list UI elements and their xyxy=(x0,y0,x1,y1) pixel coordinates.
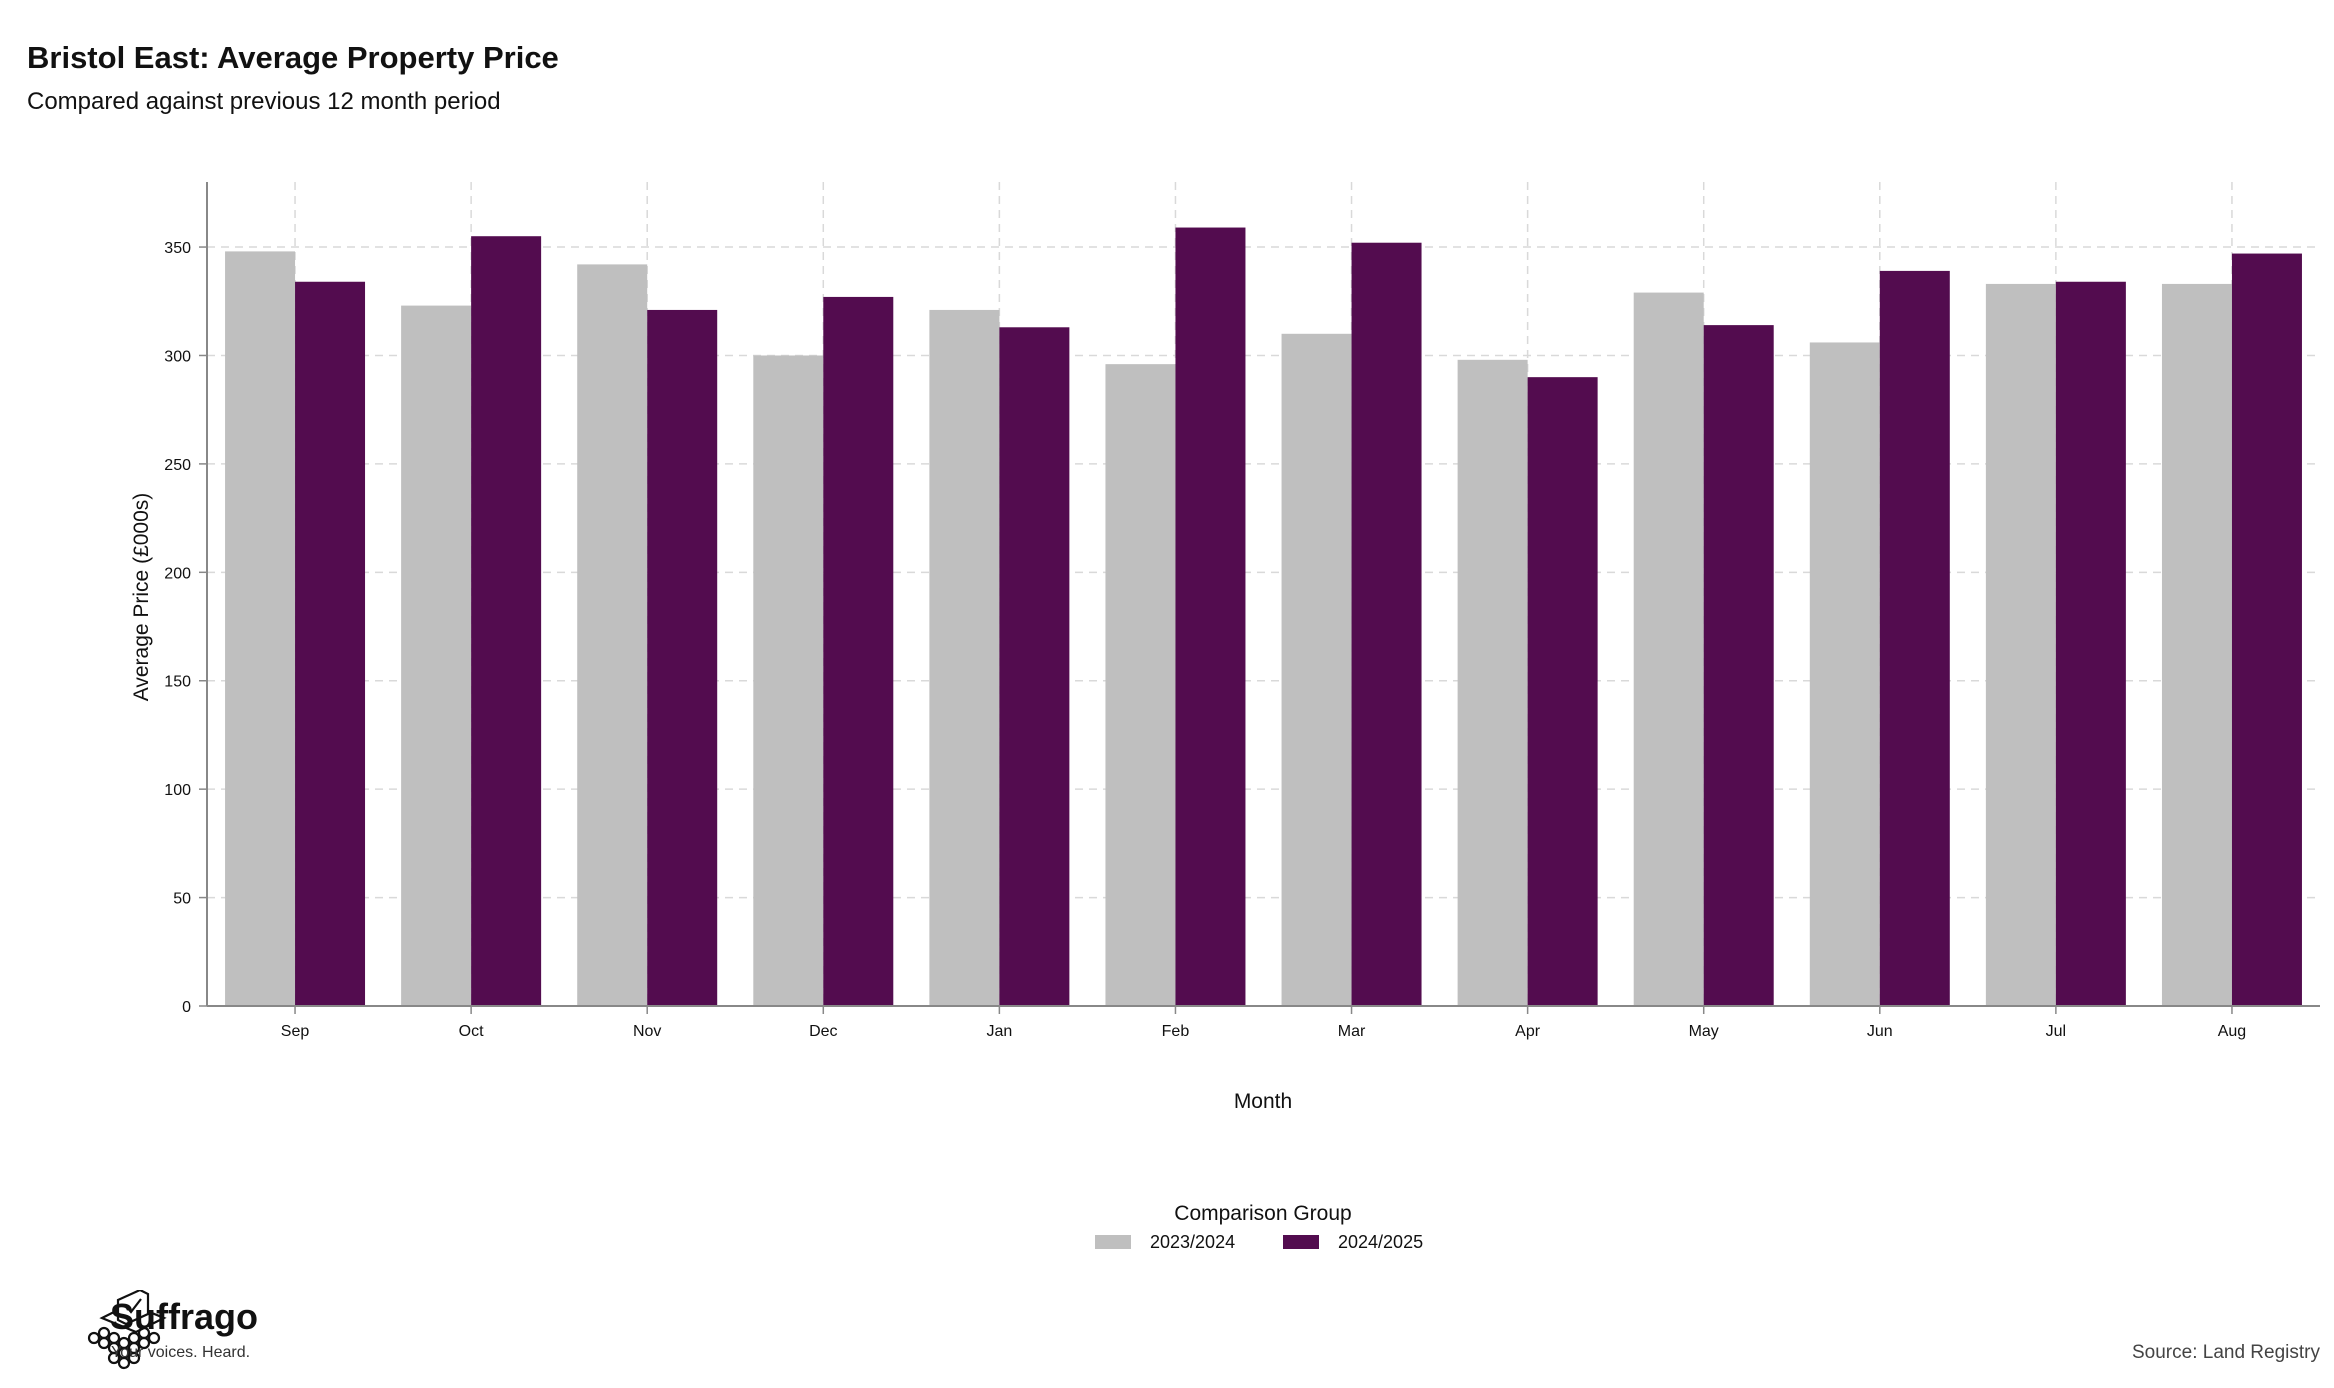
legend: Comparison Group 2023/2024 2024/2025 xyxy=(1095,1202,1423,1252)
bar-2024-2025-jul xyxy=(2055,281,2126,1006)
bar-2023-2024-aug xyxy=(2161,283,2232,1007)
x-tick-label: Apr xyxy=(1515,1023,1541,1040)
brand-tagline: Your voices. Heard. xyxy=(111,1344,251,1361)
bar-chart: 0 50 100 150 200 250 300 350 Sep Oct Nov Dec Jan Feb… xyxy=(130,182,2320,1252)
bar-2024-2025-apr xyxy=(1527,377,1598,1006)
x-ticks: Sep Oct Nov Dec Jan Feb Mar Apr May Jun Jul Aug xyxy=(281,1006,2246,1040)
suffrago-logo-icon xyxy=(87,1290,167,1370)
source-note: Source: Land Registry xyxy=(2132,1342,2320,1363)
chart-title: Bristol East: Average Property Price xyxy=(27,40,559,75)
axes xyxy=(206,182,2320,1007)
legend-swatch-2024-2025 xyxy=(1283,1235,1319,1249)
bar-2023-2024-sep xyxy=(225,251,296,1007)
y-tick-label: 200 xyxy=(164,565,191,582)
bar-2024-2025-nov xyxy=(647,309,718,1006)
x-tick-label: Oct xyxy=(459,1023,484,1040)
bar-2023-2024-mar xyxy=(1281,333,1352,1007)
bar-2024-2025-aug xyxy=(2231,253,2302,1007)
y-tick-label: 350 xyxy=(164,240,191,257)
x-tick-label: Jun xyxy=(1867,1023,1893,1040)
bar-2024-2025-dec xyxy=(823,296,894,1006)
bar-2023-2024-feb xyxy=(1105,364,1176,1007)
chart-subtitle: Compared against previous 12 month perio… xyxy=(27,88,501,115)
x-tick-label: Dec xyxy=(809,1023,837,1040)
bar-2024-2025-mar xyxy=(1351,242,1422,1006)
y-tick-label: 250 xyxy=(164,457,191,474)
bar-2023-2024-jun xyxy=(1809,342,1880,1007)
x-axis-title: Month xyxy=(1234,1090,1292,1113)
legend-title: Comparison Group xyxy=(1174,1202,1351,1225)
x-tick-label: Nov xyxy=(633,1023,661,1040)
bar-2023-2024-nov xyxy=(577,264,648,1006)
x-tick-label: Feb xyxy=(1162,1023,1190,1040)
x-tick-label: Jan xyxy=(986,1023,1012,1040)
legend-swatch-2023-2024 xyxy=(1095,1235,1131,1249)
x-tick-label: May xyxy=(1689,1023,1719,1040)
bar-2023-2024-oct xyxy=(401,305,472,1007)
brand-name: Suffrago xyxy=(110,1296,258,1337)
x-tick-label: Sep xyxy=(281,1023,310,1040)
y-tick-label: 100 xyxy=(164,782,191,799)
legend-label-2023-2024: 2023/2024 xyxy=(1150,1232,1235,1252)
bar-2024-2025-jun xyxy=(1879,270,1950,1006)
y-tick-label: 150 xyxy=(164,674,191,691)
bar-2023-2024-dec xyxy=(753,355,824,1006)
bar-2024-2025-oct xyxy=(471,236,542,1007)
y-ticks: 0 50 100 150 200 250 300 350 xyxy=(164,240,207,1016)
bar-2024-2025-sep xyxy=(295,281,366,1006)
y-tick-label: 0 xyxy=(182,999,191,1016)
bar-2023-2024-jul xyxy=(1985,283,2056,1007)
y-tick-label: 50 xyxy=(173,891,191,908)
bar-2024-2025-feb xyxy=(1175,227,1246,1006)
y-tick-label: 300 xyxy=(164,348,191,365)
bar-2023-2024-apr xyxy=(1457,359,1528,1006)
legend-label-2024-2025: 2024/2025 xyxy=(1338,1232,1423,1252)
bars xyxy=(225,227,2302,1007)
x-tick-label: Mar xyxy=(1338,1023,1366,1040)
x-tick-label: Jul xyxy=(2046,1023,2066,1040)
y-axis-title: Average Price (£000s) xyxy=(130,493,153,702)
bar-2024-2025-jan xyxy=(999,327,1070,1007)
bar-2024-2025-may xyxy=(1703,325,1774,1006)
x-tick-label: Aug xyxy=(2218,1023,2246,1040)
bar-2023-2024-may xyxy=(1633,292,1704,1006)
bar-2023-2024-jan xyxy=(929,309,1000,1006)
